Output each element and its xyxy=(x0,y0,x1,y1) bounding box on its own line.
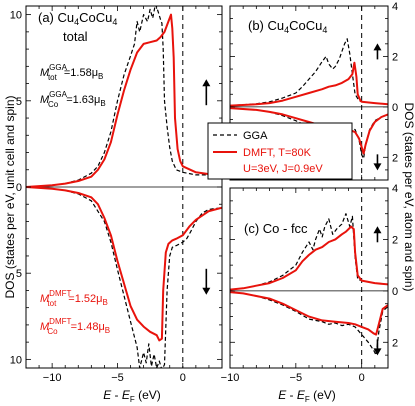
ylabel-right: DOS (states per eV, atom and spin) xyxy=(402,103,415,292)
xlabel-a-e: E xyxy=(103,388,112,402)
frame-c xyxy=(229,187,389,369)
ytick-label-c: 0 xyxy=(392,286,398,298)
title-c: (c) Co - fcc xyxy=(244,221,308,236)
xtick-label-c: −10 xyxy=(221,372,240,384)
xlabel-a-ef: E xyxy=(122,388,131,402)
ytick-label-b: 0 xyxy=(392,102,398,114)
annot-gga-tot-sub: GGA xyxy=(49,63,67,72)
spin-down-arrow-head-a xyxy=(202,287,211,295)
annot-dmft-tot-val: =1.52μ xyxy=(68,293,102,305)
xtick-label-c: 0 xyxy=(359,372,365,384)
xtick-label-a: −10 xyxy=(43,372,62,384)
ylabel-left: DOS (states per eV, unit cell and spin) xyxy=(3,96,17,299)
xlabel-a-minus: - xyxy=(111,388,122,402)
title-b-sub1: 4 xyxy=(284,25,289,35)
series-dmft-up-b xyxy=(230,61,388,107)
legend-dmft-label2: U=3eV, J=0.9eV xyxy=(243,163,323,175)
legend-gga-label: GGA xyxy=(243,130,268,142)
xtick-label-a: 0 xyxy=(180,372,186,384)
title-a-sub1: 4 xyxy=(74,17,79,27)
annot-dmft-co-b: B xyxy=(105,326,110,335)
ytick-label-c: 2 xyxy=(392,337,398,349)
title-b: (b) Cu4CoCu4 xyxy=(248,18,327,35)
annot-dmft-co-sub: DMFT xyxy=(49,317,71,326)
spin-up-arrow-head-a xyxy=(202,79,211,87)
annot-dmft-tot: MDMFT tot =1.52μB xyxy=(40,289,108,308)
annot-gga-tot-val: =1.58μ xyxy=(64,67,98,79)
annot-gga-co-val: =1.63μ xyxy=(66,94,100,106)
xlabel-a-f: F xyxy=(130,395,135,404)
annot-gga-co: MGGA Co =1.63μB xyxy=(40,90,106,109)
spin-up-arrow-head-c xyxy=(373,226,382,234)
xtick-label-c: −5 xyxy=(290,372,303,384)
xlabel-c-unit: (eV) xyxy=(310,388,336,402)
annot-dmft-co-sub2: Co xyxy=(47,327,58,336)
ytick-label-a: 5 xyxy=(16,268,22,280)
panel-a: −10 −5 0 10 5 0 5 10 xyxy=(10,5,223,384)
xlabel-c-minus: - xyxy=(286,388,297,402)
title-b-sub2: 4 xyxy=(322,25,327,35)
legend-box xyxy=(207,122,353,180)
xlabel-c: E - EF (eV) xyxy=(278,388,336,404)
series-dmft-down-c xyxy=(230,291,388,336)
series-gga-down-c xyxy=(230,291,388,356)
ytick-label-a: 5 xyxy=(16,96,22,108)
ytick-label-a: 10 xyxy=(10,10,22,22)
spin-up-arrow-head-b xyxy=(373,43,382,51)
ytick-label-c: 2 xyxy=(392,234,398,246)
legend: GGA DMFT, T=80K U=3eV, J=0.9eV xyxy=(207,122,353,180)
annot-dmft-co: MDMFT Co =1.48μB xyxy=(40,317,110,336)
ytick-label-b: 2 xyxy=(392,51,398,63)
xlabel-a: E - EF (eV) xyxy=(103,388,161,404)
spin-down-arrow-head-c xyxy=(373,348,382,356)
series-gga-up-b xyxy=(230,38,388,107)
title-a-co: CoCu xyxy=(79,10,112,25)
series-group-a xyxy=(26,6,222,368)
ytick-label-c: 4 xyxy=(392,183,398,195)
annot-gga-tot-b: B xyxy=(98,72,103,81)
ytick-label-a: 10 xyxy=(10,354,22,366)
annot-dmft-tot-m: M xyxy=(40,293,50,305)
ytick-label-b: 2 xyxy=(392,152,398,164)
series-dmft-up-c xyxy=(230,225,388,291)
annot-gga-co-sub2: Co xyxy=(48,100,59,109)
annot-gga-co-b: B xyxy=(100,99,105,108)
annot-dmft-co-val: =1.48μ xyxy=(71,321,105,333)
title-a-sub2: 4 xyxy=(112,17,117,27)
xlabel-a-unit: (eV) xyxy=(135,388,161,402)
title-b-co: CoCu xyxy=(289,18,322,33)
ytick-label-b: 4 xyxy=(392,1,398,13)
spin-down-arrow-head-b xyxy=(373,163,382,171)
xtick-label-a: −5 xyxy=(111,372,124,384)
annot-dmft-tot-sub: DMFT xyxy=(49,289,71,298)
annot-gga-tot-m: M xyxy=(40,67,50,79)
ytick-label-a: 0 xyxy=(16,182,22,194)
series-dmft-down-a xyxy=(26,186,222,342)
annot-gga-tot: MGGA tot =1.58μB xyxy=(40,63,103,82)
series-gga-down-a xyxy=(26,186,222,368)
xlabel-c-e: E xyxy=(278,388,287,402)
annot-dmft-tot-sub2: tot xyxy=(47,299,57,308)
annot-gga-co-sub: GGA xyxy=(49,90,67,99)
panel-c: −10 −5 0 4 2 0 2 xyxy=(221,183,398,384)
title-a: (a) Cu4CoCu4 xyxy=(38,10,117,27)
annot-dmft-co-m: M xyxy=(40,321,50,333)
xlabel-c-ef: E xyxy=(297,388,306,402)
series-group-c xyxy=(230,213,388,356)
annot-gga-co-m: M xyxy=(40,94,50,106)
annot-dmft-tot-b: B xyxy=(102,298,107,307)
legend-dmft-label1: DMFT, T=80K xyxy=(243,147,312,159)
annot-gga-tot-sub2: tot xyxy=(48,73,58,82)
subtitle-a: total xyxy=(63,29,88,44)
series-dmft-up-a xyxy=(26,13,222,188)
xlabel-c-f: F xyxy=(305,395,310,404)
